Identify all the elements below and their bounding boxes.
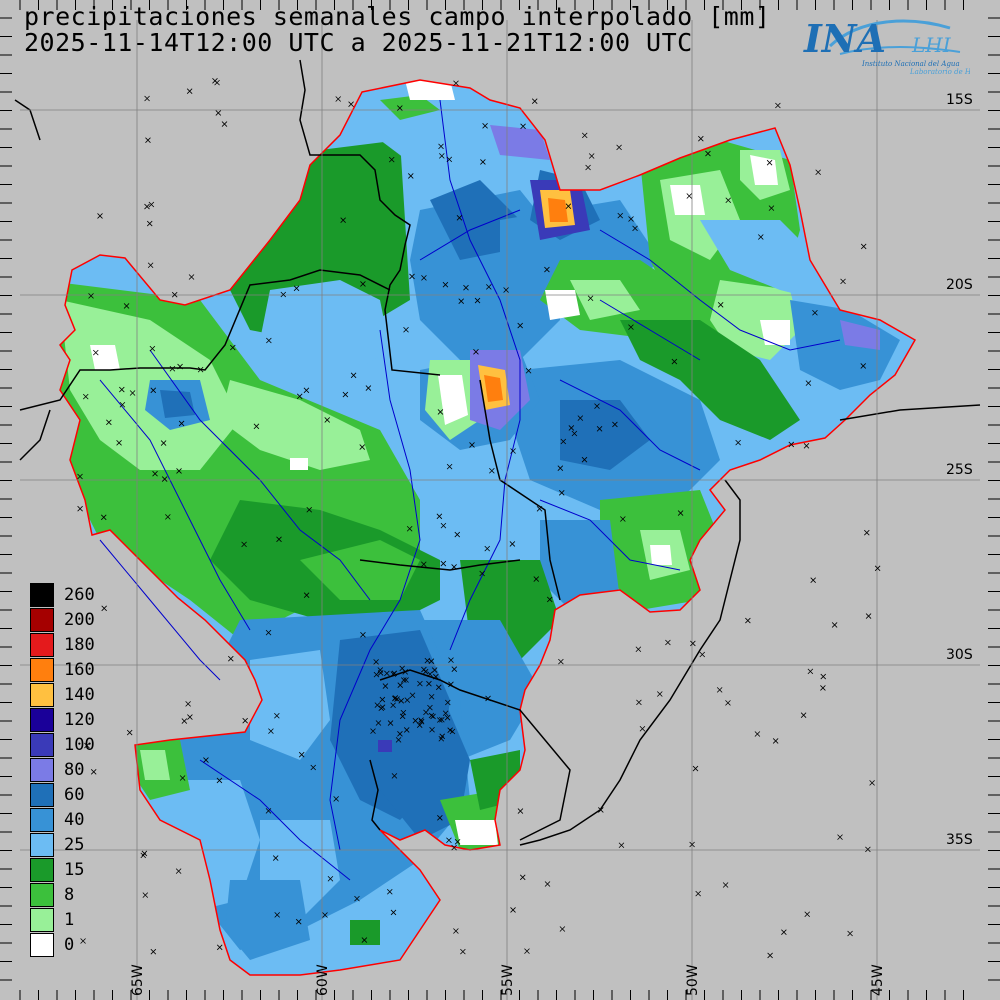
lon-label-60w: 60W: [315, 964, 331, 996]
legend-label: 40: [64, 810, 85, 830]
legend-swatch: [30, 883, 54, 907]
logo-secondary-text: LHI: [911, 33, 952, 57]
map-title: precipitaciones semanales campo interpol…: [24, 2, 771, 31]
legend-item: 200: [30, 608, 110, 633]
legend-swatch: [30, 708, 54, 732]
legend-item: 100: [30, 733, 110, 758]
legend-label: 0: [64, 935, 75, 955]
legend-label: 80: [64, 760, 85, 780]
legend-item: 180: [30, 633, 110, 658]
legend-item: 120: [30, 708, 110, 733]
legend-label: 200: [64, 610, 95, 630]
legend-swatch: [30, 658, 54, 682]
lat-label-25s: 25S: [946, 462, 973, 478]
lat-label-15s: 15S: [946, 92, 973, 108]
legend-label: 15: [64, 860, 85, 880]
rivers: [99, 99, 841, 881]
logo-main-text: INA: [803, 16, 886, 61]
legend-item: 15: [30, 858, 110, 883]
legend-label: 60: [64, 785, 85, 805]
legend-item: 260: [30, 583, 110, 608]
legend-swatch: [30, 683, 54, 707]
legend-swatch: [30, 808, 54, 832]
lat-label-20s: 20S: [946, 277, 973, 293]
legend-item: 25: [30, 833, 110, 858]
lon-label-55w: 55W: [500, 964, 516, 996]
legend-label: 1: [64, 910, 75, 930]
legend-item: 1: [30, 908, 110, 933]
legend-swatch: [30, 908, 54, 932]
legend-swatch: [30, 583, 54, 607]
legend-item: 0: [30, 933, 110, 958]
legend-swatch: [30, 633, 54, 657]
legend-item: 8: [30, 883, 110, 908]
coordinate-grid: [20, 20, 980, 1000]
legend-swatch: [30, 833, 54, 857]
legend-label: 120: [64, 710, 95, 730]
legend-item: 40: [30, 808, 110, 833]
legend-swatch: [30, 933, 54, 957]
legend-label: 260: [64, 585, 95, 605]
legend-label: 25: [64, 835, 85, 855]
legend-swatch: [30, 733, 54, 757]
legend-label: 160: [64, 660, 95, 680]
legend-swatch: [30, 783, 54, 807]
lon-label-50w: 50W: [685, 964, 701, 996]
lon-label-65w: 65W: [130, 964, 146, 996]
legend-item: 140: [30, 683, 110, 708]
legend-swatch: [30, 758, 54, 782]
lat-label-35s: 35S: [946, 832, 973, 848]
legend-label: 180: [64, 635, 95, 655]
legend-item: 60: [30, 783, 110, 808]
legend-label: 8: [64, 885, 75, 905]
ina-lhi-logo: INA LHI Instituto Nacional del Agua Labo…: [803, 16, 970, 76]
legend-item: 160: [30, 658, 110, 683]
logo-subtitle-2: Laboratorio de Hidrología: [909, 68, 970, 76]
legend-label: 140: [64, 685, 95, 705]
basin-outline: [59, 79, 917, 976]
legend-item: 80: [30, 758, 110, 783]
lat-label-30s: 30S: [946, 647, 973, 663]
legend-label: 100: [64, 735, 95, 755]
map-date-range: 2025-11-14T12:00 UTC a 2025-11-21T12:00 …: [24, 28, 693, 57]
legend-swatch: [30, 858, 54, 882]
legend-swatch: [30, 608, 54, 632]
station-markers: [77, 78, 881, 959]
lon-label-45w: 45W: [870, 964, 886, 996]
country-borders: [14, 59, 981, 846]
logo-subtitle-1: Instituto Nacional del Agua: [861, 60, 960, 68]
